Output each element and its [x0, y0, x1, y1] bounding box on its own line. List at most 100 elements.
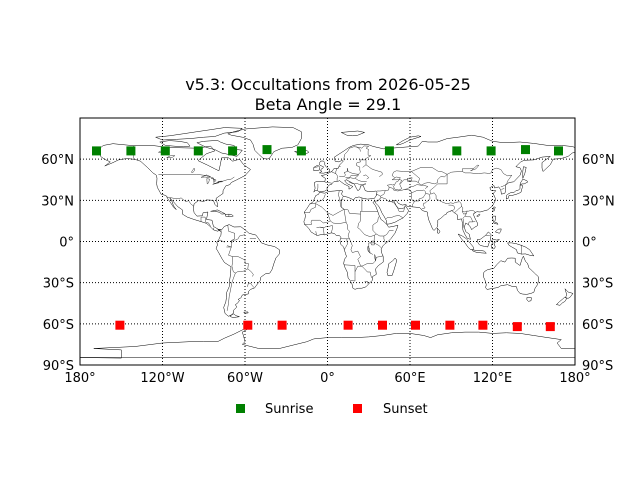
country-border	[343, 145, 371, 161]
coastline	[471, 249, 487, 254]
country-border	[316, 226, 325, 235]
country-border	[317, 183, 319, 191]
map-plot-area	[80, 118, 575, 365]
country-border	[501, 188, 505, 190]
axis-ticks: 180° 120°W 60°W 0° 60°E 120°E 180° 60°N 60°N 30°N…	[41, 153, 615, 386]
country-border	[411, 167, 448, 175]
country-border	[468, 221, 473, 225]
country-border	[335, 168, 338, 174]
country-border	[346, 174, 359, 180]
country-border	[374, 242, 382, 248]
country-border	[500, 183, 508, 188]
country-border	[343, 264, 356, 282]
coastline	[341, 130, 365, 137]
country-border	[247, 268, 254, 277]
x-tick-label: 120°W	[140, 371, 184, 386]
country-border	[397, 207, 405, 212]
coastline	[476, 213, 481, 217]
country-border	[315, 194, 326, 203]
y-tick-label-left: 30°S	[43, 277, 74, 292]
country-border	[429, 174, 448, 191]
sunrise-marker	[384, 146, 394, 156]
country-border	[216, 239, 225, 243]
legend-marker-sunrise	[236, 404, 245, 413]
country-border	[315, 231, 317, 236]
country-border	[375, 193, 382, 202]
coastline	[196, 140, 243, 157]
lake-outline	[391, 176, 403, 191]
country-border	[388, 201, 398, 209]
x-tick-label: 0°	[320, 371, 335, 386]
coastline	[319, 160, 331, 174]
x-tick-label: 180°	[559, 371, 590, 386]
y-tick-label-left: 60°N	[41, 153, 74, 168]
lake-outline	[200, 174, 212, 179]
country-border	[376, 233, 384, 237]
lake-outline	[217, 180, 223, 183]
country-border	[356, 146, 361, 152]
coastline	[522, 166, 527, 179]
coastline	[303, 134, 575, 290]
coastline	[564, 288, 574, 299]
country-border	[341, 196, 345, 210]
legend-marker-sunset	[353, 404, 362, 413]
country-border	[448, 204, 455, 212]
coastline	[490, 239, 500, 250]
sunrise-marker	[554, 146, 563, 156]
country-border	[345, 175, 352, 178]
y-tick-label-left: 60°S	[43, 318, 74, 333]
sunrise-marker	[160, 146, 170, 156]
lake-outline	[206, 178, 210, 185]
country-border	[204, 217, 211, 227]
coastline	[483, 255, 539, 295]
country-border	[324, 181, 332, 184]
y-tick-label-right: 90°S	[582, 359, 613, 374]
sunset-marker	[378, 320, 387, 330]
y-tick-label-right: 60°S	[582, 318, 613, 333]
country-border	[421, 193, 431, 210]
country-border	[380, 190, 386, 197]
country-border	[231, 234, 246, 243]
x-tick-label: 120°E	[473, 371, 513, 386]
country-border	[386, 215, 404, 220]
coastline	[155, 127, 243, 141]
y-tick-label-left: 90°S	[43, 359, 74, 374]
y-tick-label-left: 0°	[59, 236, 74, 251]
country-border	[349, 238, 384, 267]
country-border	[247, 282, 255, 288]
country-border	[400, 179, 435, 186]
country-border	[383, 230, 394, 243]
country-border	[364, 281, 368, 284]
coastline	[507, 242, 535, 257]
sunset-marker	[277, 320, 287, 330]
country-border	[347, 168, 359, 175]
country-border	[313, 165, 319, 168]
sunset-marker	[343, 320, 353, 330]
lake-outline	[166, 155, 176, 158]
lake-outline	[191, 167, 196, 173]
country-border	[365, 164, 383, 177]
x-tick-label: 60°W	[227, 371, 263, 386]
country-border	[391, 170, 420, 183]
country-border	[357, 214, 379, 237]
y-tick-label-left: 30°N	[41, 194, 74, 209]
country-border	[363, 183, 366, 185]
sunset-marker	[115, 320, 125, 330]
coastline	[506, 184, 524, 200]
country-border	[376, 183, 395, 192]
coastline	[210, 209, 226, 215]
country-border	[409, 189, 426, 202]
sunset-marker	[512, 322, 522, 332]
country-border	[434, 167, 512, 185]
sunrise-marker	[452, 146, 462, 156]
country-border	[462, 167, 474, 172]
country-border	[330, 220, 347, 224]
coastline	[495, 228, 502, 234]
country-border	[226, 246, 233, 257]
coastline	[556, 296, 568, 306]
coastline	[96, 143, 251, 232]
sunset-marker	[478, 320, 488, 330]
chart-title-line-1: v5.3: Occultations from 2026-05-25	[185, 75, 471, 94]
